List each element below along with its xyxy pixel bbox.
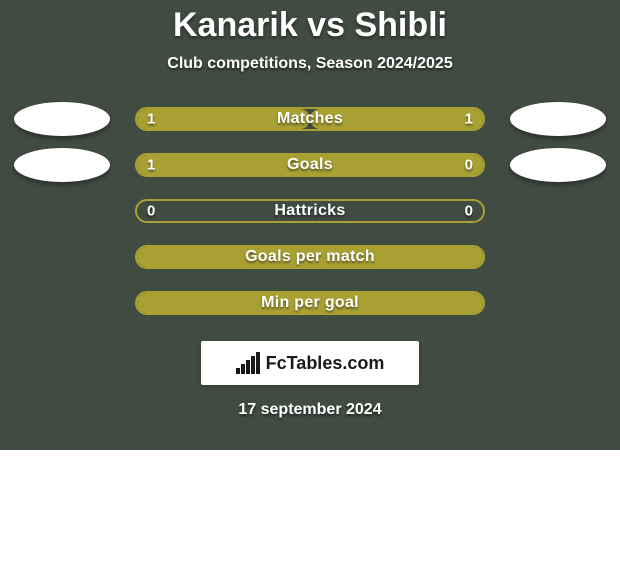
brand-badge[interactable]: FcTables.com (201, 341, 419, 385)
brand-logo-icon (236, 352, 262, 374)
subtitle: Club competitions, Season 2024/2025 (0, 55, 620, 73)
stat-label: Goals per match (245, 248, 375, 266)
stat-row: Min per goal (0, 291, 620, 315)
stat-row: Matches 1 1 (0, 107, 620, 131)
team-left-icon (14, 102, 110, 136)
stat-row: Goals per match (0, 245, 620, 269)
stat-bar: Goals per match (135, 245, 485, 269)
team-left-icon (14, 148, 110, 182)
team-right-icon (510, 148, 606, 182)
stats-container: Matches 1 1 Goals 1 0 Hattricks 0 0 Goals per mat… (0, 107, 620, 315)
stat-bar: Hattricks 0 0 (135, 199, 485, 223)
stat-label: Hattricks (274, 202, 345, 220)
comparison-card: Kanarik vs Shibli Club competitions, Sea… (0, 0, 620, 450)
page-title: Kanarik vs Shibli (0, 6, 620, 45)
stat-value-left: 1 (147, 157, 155, 174)
stat-value-left: 0 (147, 203, 155, 220)
stat-value-right: 1 (465, 111, 473, 128)
stat-bar: Matches 1 1 (135, 107, 485, 131)
stat-bar: Min per goal (135, 291, 485, 315)
stat-label: Min per goal (261, 294, 359, 312)
stat-value-right: 0 (465, 157, 473, 174)
stat-value-left: 1 (147, 111, 155, 128)
stat-row: Hattricks 0 0 (0, 199, 620, 223)
stat-bar: Goals 1 0 (135, 153, 485, 177)
stat-value-right: 0 (465, 203, 473, 220)
date-text: 17 september 2024 (0, 401, 620, 419)
brand-text: FcTables.com (266, 353, 385, 374)
stat-label: Goals (287, 156, 333, 174)
team-right-icon (510, 102, 606, 136)
stat-label: Matches (277, 110, 343, 128)
stat-row: Goals 1 0 (0, 153, 620, 177)
